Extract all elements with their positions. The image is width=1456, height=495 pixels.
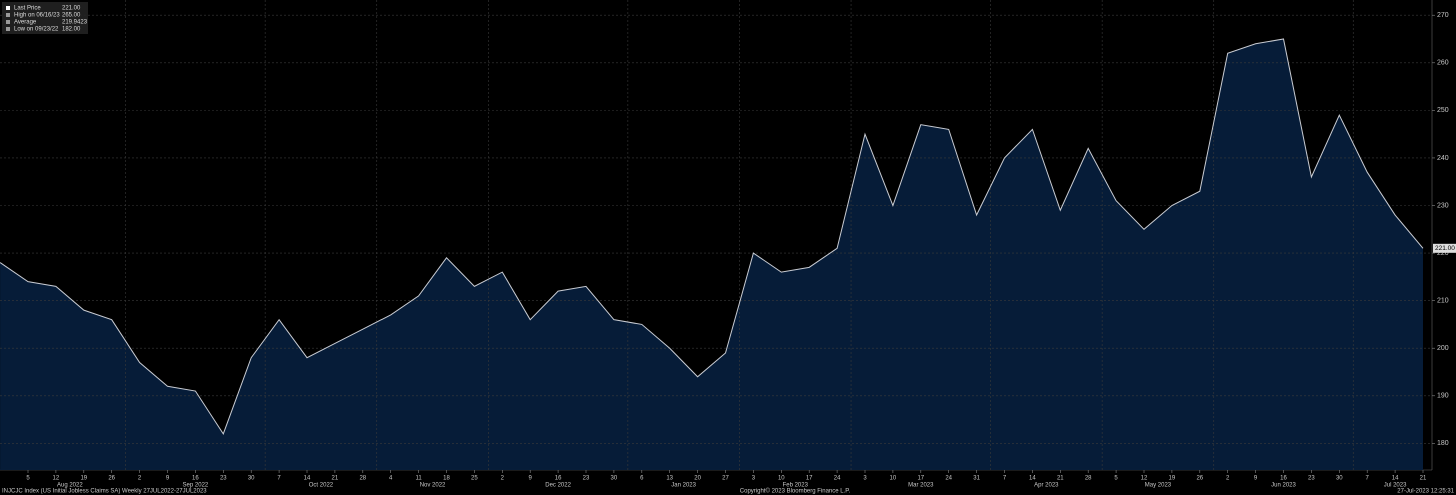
x-tick-label: 30	[611, 476, 618, 482]
y-tick-label: 200	[1437, 345, 1449, 352]
x-tick-label: 5	[26, 476, 30, 482]
x-tick-label: 7	[1003, 476, 1007, 482]
x-tick-label: 17	[806, 476, 813, 482]
x-tick-label: 14	[304, 476, 311, 482]
timestamp: 27-Jul-2023 12:25:31	[1397, 489, 1454, 495]
x-tick-label: 7	[1366, 476, 1370, 482]
y-tick-label: 190	[1437, 393, 1449, 400]
x-tick-label: 24	[945, 476, 952, 482]
x-tick-label: 25	[471, 476, 478, 482]
x-tick-label: 6	[640, 476, 644, 482]
x-tick-label: 20	[694, 476, 701, 482]
x-tick-label: 16	[1280, 476, 1287, 482]
legend-value: 265.00	[62, 13, 81, 19]
y-tick-label: 260	[1437, 60, 1449, 67]
x-tick-label: 19	[80, 476, 87, 482]
x-tick-label: 23	[1308, 476, 1315, 482]
legend-icon	[6, 27, 10, 31]
x-tick-label: 2	[1226, 476, 1230, 482]
legend-name: High on 06/16/23	[14, 13, 60, 19]
legend-value: 182.00	[62, 27, 81, 33]
month-label: Aug 2022	[57, 483, 83, 489]
area	[0, 39, 1424, 470]
month-label: Jun 2023	[1271, 483, 1296, 489]
x-tick-label: 23	[583, 476, 590, 482]
legend-name: Last Price	[14, 6, 41, 12]
x-tick-label: 2	[138, 476, 142, 482]
legend-name: Average	[14, 20, 37, 26]
legend-value: 221.00	[62, 6, 81, 12]
month-label: Dec 2022	[545, 483, 571, 489]
month-label: Jan 2023	[671, 483, 696, 489]
y-tick-label: 210	[1437, 297, 1449, 304]
legend-box	[2, 2, 88, 34]
x-tick-label: 19	[1169, 476, 1176, 482]
right-axis-area	[1432, 0, 1456, 470]
x-tick-label: 12	[53, 476, 60, 482]
legend-name: Low on 09/23/22	[14, 27, 59, 33]
x-tick-label: 12	[1141, 476, 1148, 482]
legend-icon	[6, 13, 10, 17]
x-tick-label: 17	[917, 476, 924, 482]
x-tick-label: 3	[863, 476, 867, 482]
x-tick-label: 23	[220, 476, 227, 482]
y-tick-label: 220	[1437, 250, 1449, 257]
month-label: Jul 2023	[1384, 483, 1407, 489]
x-tick-label: 27	[722, 476, 729, 482]
line	[0, 38, 1424, 435]
x-tick-label: 30	[248, 476, 255, 482]
month-label: Mar 2023	[908, 483, 934, 489]
month-label: Oct 2022	[309, 483, 334, 489]
y-tick-label: 270	[1437, 12, 1449, 19]
x-tick-label: 26	[108, 476, 115, 482]
month-label: Apr 2023	[1034, 483, 1059, 489]
x-tick-label: 10	[890, 476, 897, 482]
x-tick-label: 26	[1196, 476, 1203, 482]
last-price-label: 221.00	[1435, 245, 1455, 252]
x-tick-label: 4	[389, 476, 393, 482]
x-tick-label: 14	[1392, 476, 1399, 482]
x-tick-label: 21	[332, 476, 339, 482]
x-tick-label: 9	[529, 476, 533, 482]
month-label: May 2023	[1145, 483, 1172, 489]
x-tick-label: 24	[834, 476, 841, 482]
x-tick-label: 2	[501, 476, 505, 482]
x-tick-label: 9	[166, 476, 170, 482]
last-price-tag	[1433, 243, 1456, 253]
footer-title: INJCJC Index (US Initial Jobless Claims …	[2, 489, 207, 495]
month-label: Feb 2023	[783, 483, 809, 489]
x-tick-label: 28	[1085, 476, 1092, 482]
legend-icon	[6, 6, 10, 10]
x-tick-label: 14	[1029, 476, 1036, 482]
y-tick-label: 230	[1437, 202, 1449, 209]
copyright: Copyright© 2023 Bloomberg Finance L.P.	[740, 488, 851, 495]
x-tick-label: 18	[443, 476, 450, 482]
month-label: Sep 2022	[183, 483, 209, 489]
y-tick-label: 250	[1437, 107, 1449, 114]
x-tick-label: 16	[192, 476, 199, 482]
x-tick-label: 28	[359, 476, 366, 482]
x-tick-label: 31	[973, 476, 980, 482]
month-label: Nov 2022	[420, 483, 446, 489]
x-tick-label: 30	[1336, 476, 1343, 482]
x-tick-label: 21	[1420, 476, 1427, 482]
x-tick-label: 5	[1114, 476, 1118, 482]
x-tick-label: 13	[666, 476, 673, 482]
x-tick-label: 21	[1057, 476, 1064, 482]
x-tick-label: 10	[778, 476, 785, 482]
x-tick-label: 7	[277, 476, 281, 482]
legend-icon	[6, 20, 10, 24]
x-tick-label: 9	[1254, 476, 1258, 482]
x-tick-label: 16	[555, 476, 562, 482]
x-tick-label: 11	[415, 476, 422, 482]
y-tick-label: 180	[1437, 440, 1449, 447]
x-tick-label: 3	[752, 476, 756, 482]
y-tick-label: 240	[1437, 155, 1449, 162]
legend-value: 219.9423	[62, 20, 88, 26]
plot	[0, 0, 1432, 470]
